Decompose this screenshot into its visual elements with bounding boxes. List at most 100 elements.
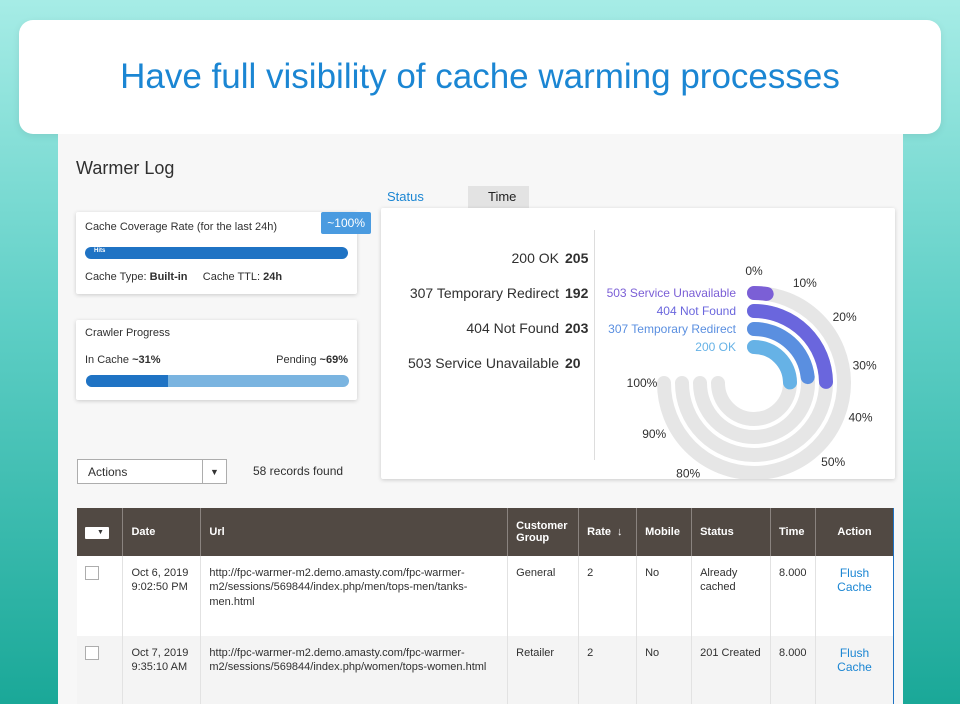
column-url[interactable]: Url [200,508,509,556]
status-codes-radial-chart: 503 Service Unavailable 404 Not Found 307 … [607,264,877,479]
radial-bar-2 [747,322,815,385]
row-checkbox[interactable] [85,646,99,660]
status-code-label: 503 Service Unavailable [408,355,559,371]
cache-ttl-value: 24h [263,271,283,283]
sort-arrow-icon[interactable]: ↓ [616,526,623,538]
coverage-bar: Hits [85,247,348,259]
radial-bar-3 [747,340,797,390]
radial-series-label: 200 OK [695,340,736,354]
table-row: Oct 6, 2019 9:02:50 PM http://fpc-warmer… [77,556,894,636]
column-customer-group[interactable]: Customer Group [507,508,580,556]
row-select-cell [77,556,124,636]
radial-bar-1 [747,304,833,389]
cell-status: Already cached [691,556,772,636]
pending-value: ~69% [319,354,348,366]
status-code-label: 307 Temporary Redirect [409,285,559,301]
radial-track [657,286,851,479]
actions-label: Actions [88,465,128,479]
coverage-badge: ~100% [321,212,371,234]
radial-tick-label: 90% [642,427,666,441]
warmer-log-table: ▼ Date Url Customer Group Rate ↓ Mobile S… [77,508,894,704]
column-status[interactable]: Status [691,508,772,556]
in-cache-value: ~31% [132,354,161,366]
radial-tick-label: 10% [793,276,817,290]
cell-date: Oct 7, 2019 9:35:10 AM [122,636,202,704]
tab-status-codes[interactable]: Status Codes [387,189,425,226]
radial-series-label: 404 Not Found [657,304,736,318]
coverage-bar-label: Hits [94,248,106,254]
in-cache-text: In Cache ~31% [85,354,161,366]
warmer-log-panel: Warmer Log Cache Coverage Rate (for the … [58,134,903,704]
crawler-progress-bar [86,375,349,387]
row-select-cell [77,636,124,704]
column-rate-label: Rate [587,526,611,538]
cell-action: Flush Cache [815,556,894,636]
status-codes-card: 200 OK 205 307 Temporary Redirect 192 404 … [381,208,895,479]
crawler-progress-card: Crawler Progress In Cache ~31% Pending ~… [76,320,357,400]
cell-url: http://fpc-warmer-m2.demo.amasty.com/fpc… [200,556,509,636]
status-code-row: 503 Service Unavailable 20 [408,355,591,371]
cell-rate: 2 [578,556,638,636]
status-code-count: 205 [565,250,589,266]
column-time[interactable]: Time [770,508,816,556]
cell-customer-group: General [507,556,580,636]
radial-series-label: 503 Service Unavailable [607,286,737,300]
actions-dropdown[interactable]: Actions ▼ [77,459,227,484]
pending-label: Pending [276,354,317,366]
records-count: 58 records found [253,464,344,478]
cache-meta: Cache Type: Built-in Cache TTL: 24h [85,271,282,283]
cache-type-label: Cache Type: [85,271,147,283]
status-code-count: 192 [565,285,589,301]
column-date[interactable]: Date [122,508,202,556]
cell-time: 8.000 [770,636,816,704]
in-cache-label: In Cache [85,354,130,366]
cell-customer-group: Retailer [507,636,580,704]
cell-time: 8.000 [770,556,816,636]
column-rate[interactable]: Rate ↓ [578,508,638,556]
radial-tick-label: 40% [849,411,873,425]
radial-tick-label: 20% [833,310,857,324]
status-code-row: 307 Temporary Redirect 192 [410,285,591,301]
cell-rate: 2 [578,636,638,704]
cache-type-value: Built-in [149,271,188,283]
cache-coverage-card: Cache Coverage Rate (for the last 24h) ~… [76,212,371,294]
chevron-down-icon[interactable]: ▼ [97,529,104,537]
status-code-label: 404 Not Found [466,320,559,336]
cell-date: Oct 6, 2019 9:02:50 PM [122,556,202,636]
cache-coverage-title: Cache Coverage Rate (for the last 24h) [85,221,277,233]
crawler-progress-fill [86,375,168,387]
radial-bar-0 [747,286,774,301]
status-code-row: 404 Not Found 203 [466,320,591,336]
pending-text: Pending ~69% [276,354,348,366]
cell-action: Flush Cache [815,636,894,704]
status-code-row: 200 OK 205 [512,250,591,266]
radial-tick-label: 80% [676,467,700,479]
status-code-label: 200 OK [511,250,559,266]
tab-time[interactable]: Time [468,186,529,208]
radial-series-label: 307 Temporary Redirect [608,322,737,336]
flush-cache-link[interactable]: Flush Cache [837,646,872,675]
column-action: Action [815,508,894,556]
headline-text: Have full visibility of cache warming pr… [120,57,840,96]
chevron-down-icon[interactable]: ▼ [202,460,226,483]
flush-cache-link[interactable]: Flush Cache [837,566,872,595]
table-row: Oct 7, 2019 9:35:10 AM http://fpc-warmer… [77,636,894,704]
cache-ttl-label: Cache TTL: [202,271,261,283]
mass-action-header[interactable]: ▼ [77,508,124,556]
crawler-progress-title: Crawler Progress [85,327,170,339]
cell-mobile: No [636,556,693,636]
radial-tick-label: 100% [627,376,658,390]
page-title: Warmer Log [76,158,175,178]
status-code-count: 203 [565,320,589,336]
cell-url: http://fpc-warmer-m2.demo.amasty.com/fpc… [200,636,509,704]
mass-select-checkbox[interactable]: ▼ [85,526,109,539]
radial-tick-label: 0% [745,264,763,278]
headline-banner: Have full visibility of cache warming pr… [19,20,941,134]
status-code-count: 20 [565,355,581,371]
cell-status: 201 Created [691,636,772,704]
table-header-row: ▼ Date Url Customer Group Rate ↓ Mobile S… [77,508,894,556]
radial-tick-label: 30% [853,358,877,372]
divider [594,230,595,460]
column-mobile[interactable]: Mobile [636,508,693,556]
row-checkbox[interactable] [85,566,99,580]
